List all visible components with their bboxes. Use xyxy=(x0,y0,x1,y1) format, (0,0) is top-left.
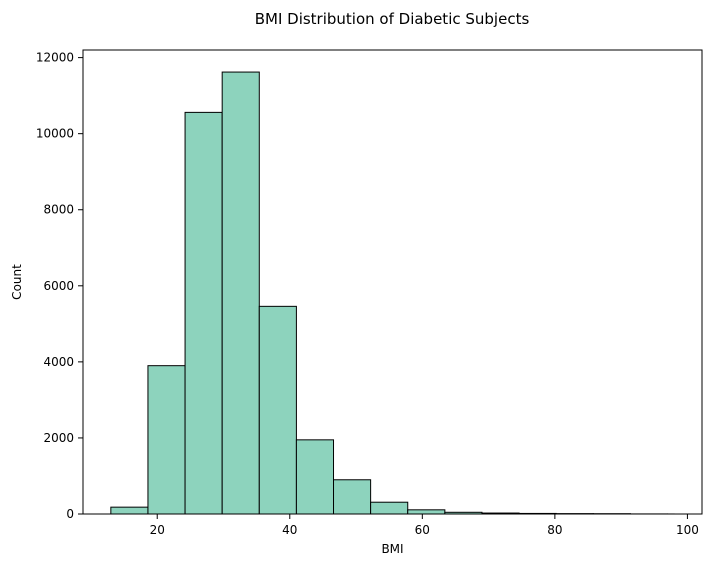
x-axis-ticks: 20 40 60 80 100 xyxy=(150,514,699,537)
histogram-bar-7 xyxy=(370,501,409,515)
y-tick-label: 8000 xyxy=(43,203,74,217)
histogram-bar-4 xyxy=(258,305,297,515)
histogram-bar-8 xyxy=(407,509,446,515)
x-tick-label: 80 xyxy=(547,523,562,537)
histogram-bar-3 xyxy=(221,71,260,515)
y-tick-label: 6000 xyxy=(43,279,74,293)
x-tick-label: 20 xyxy=(150,523,165,537)
y-tick-label: 12000 xyxy=(36,51,74,65)
bars-layer xyxy=(110,71,675,515)
histogram-bar-1 xyxy=(147,365,186,515)
y-tick-label: 10000 xyxy=(36,127,74,141)
histogram-bar-6 xyxy=(333,479,372,515)
y-tick-label: 4000 xyxy=(43,355,74,369)
x-tick-label: 100 xyxy=(676,523,699,537)
x-axis-label: BMI xyxy=(381,542,403,556)
x-tick-label: 60 xyxy=(415,523,430,537)
histogram-bar-5 xyxy=(295,439,335,515)
chart-title: BMI Distribution of Diabetic Subjects xyxy=(255,10,530,28)
y-tick-label: 0 xyxy=(66,507,74,521)
y-axis-label: Count xyxy=(10,264,24,300)
plot-frame xyxy=(82,49,703,515)
histogram-bar-2 xyxy=(184,111,223,515)
x-tick-label: 40 xyxy=(282,523,297,537)
y-axis-ticks: 0 2000 4000 6000 8000 10000 12000 xyxy=(36,51,83,521)
y-tick-label: 2000 xyxy=(43,431,74,445)
histogram-bar-0 xyxy=(110,506,149,515)
